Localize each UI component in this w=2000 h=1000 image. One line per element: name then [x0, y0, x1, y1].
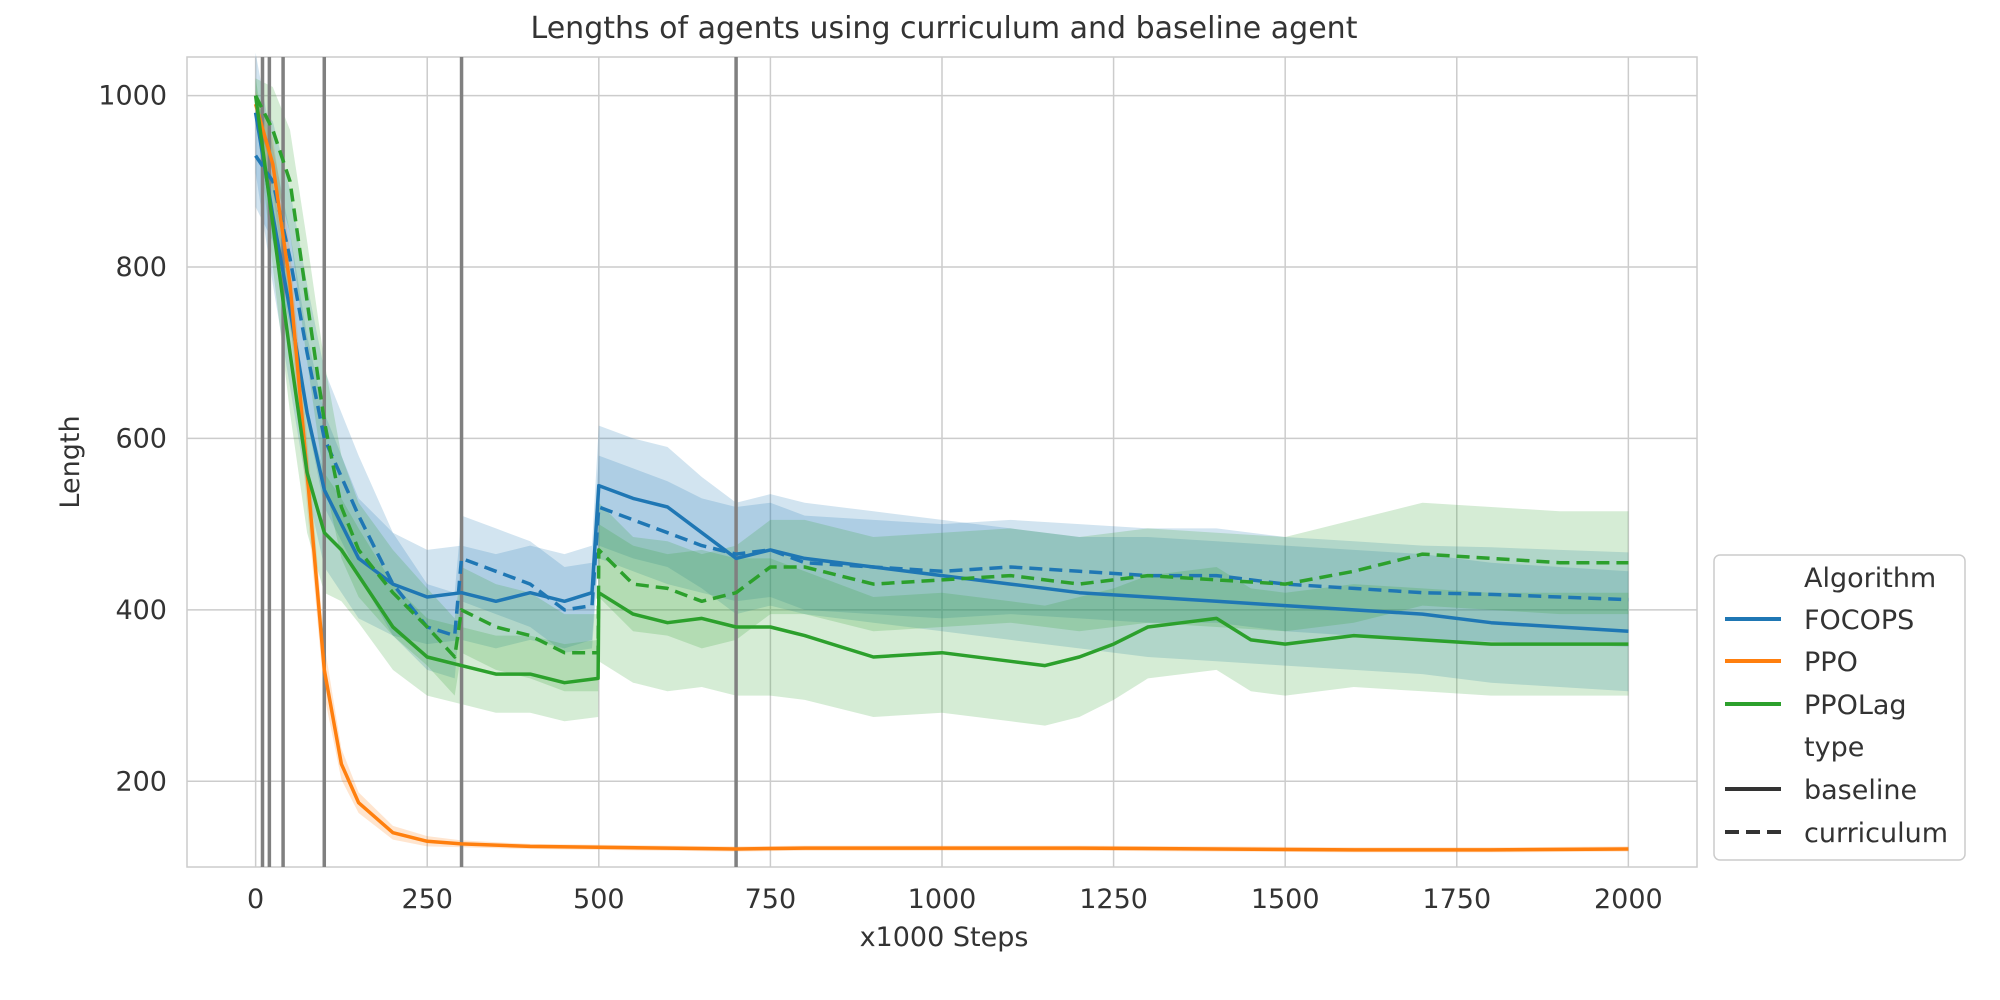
x-tick-label: 0 — [247, 884, 264, 915]
band-ppolag-curriculum — [255, 78, 1629, 696]
line-ppo-baseline — [253, 103, 1629, 852]
x-tick-label: 750 — [745, 884, 797, 915]
y-tick-label: 600 — [115, 423, 167, 454]
y-tick-label: 200 — [115, 766, 167, 797]
band-focops-curriculum — [255, 104, 1629, 679]
chart-title: Lengths of agents using curriculum and b… — [531, 11, 1358, 46]
legend-label-baseline: baseline — [1804, 775, 1917, 806]
y-tick-label: 400 — [115, 595, 167, 626]
x-tick-labels: 0 250 500 750 1000 1250 1500 1750 2000 — [247, 884, 1663, 915]
line-focops-baseline — [253, 112, 1629, 634]
x-tick-label: 250 — [401, 884, 453, 915]
band-ppolag-baseline — [255, 78, 1629, 726]
legend-label-focops: FOCOPS — [1804, 605, 1914, 636]
x-tick-label: 1250 — [1079, 884, 1148, 915]
y-axis-label: Length — [55, 415, 86, 508]
legend-style-title: type — [1804, 732, 1864, 763]
legend: Algorithm FOCOPS PPO PPOLag type baselin… — [1713, 554, 1966, 861]
series-lines — [253, 94, 1629, 852]
grid — [187, 57, 1697, 867]
x-tick-label: 1750 — [1422, 884, 1491, 915]
y-tick-label: 1000 — [98, 81, 167, 112]
line-ppolag-curriculum — [254, 94, 1629, 659]
line-ppolag-baseline — [253, 95, 1629, 685]
x-tick-label: 1000 — [908, 884, 977, 915]
legend-box — [1713, 554, 1966, 861]
x-tick-label: 1500 — [1251, 884, 1320, 915]
legend-hue-title: Algorithm — [1804, 563, 1936, 594]
x-tick-label: 2000 — [1594, 884, 1663, 915]
legend-label-ppolag: PPOLag — [1804, 690, 1907, 721]
x-axis-label: x1000 Steps — [860, 922, 1029, 953]
confidence-bands — [255, 52, 1629, 853]
y-tick-label: 800 — [115, 252, 167, 283]
legend-label-ppo: PPO — [1804, 647, 1858, 678]
x-tick-label: 500 — [573, 884, 625, 915]
legend-label-curriculum: curriculum — [1804, 818, 1948, 849]
line-focops-curriculum — [254, 154, 1629, 638]
y-tick-labels: 200 400 600 800 1000 — [98, 81, 167, 798]
band-focops-baseline — [255, 52, 1629, 692]
